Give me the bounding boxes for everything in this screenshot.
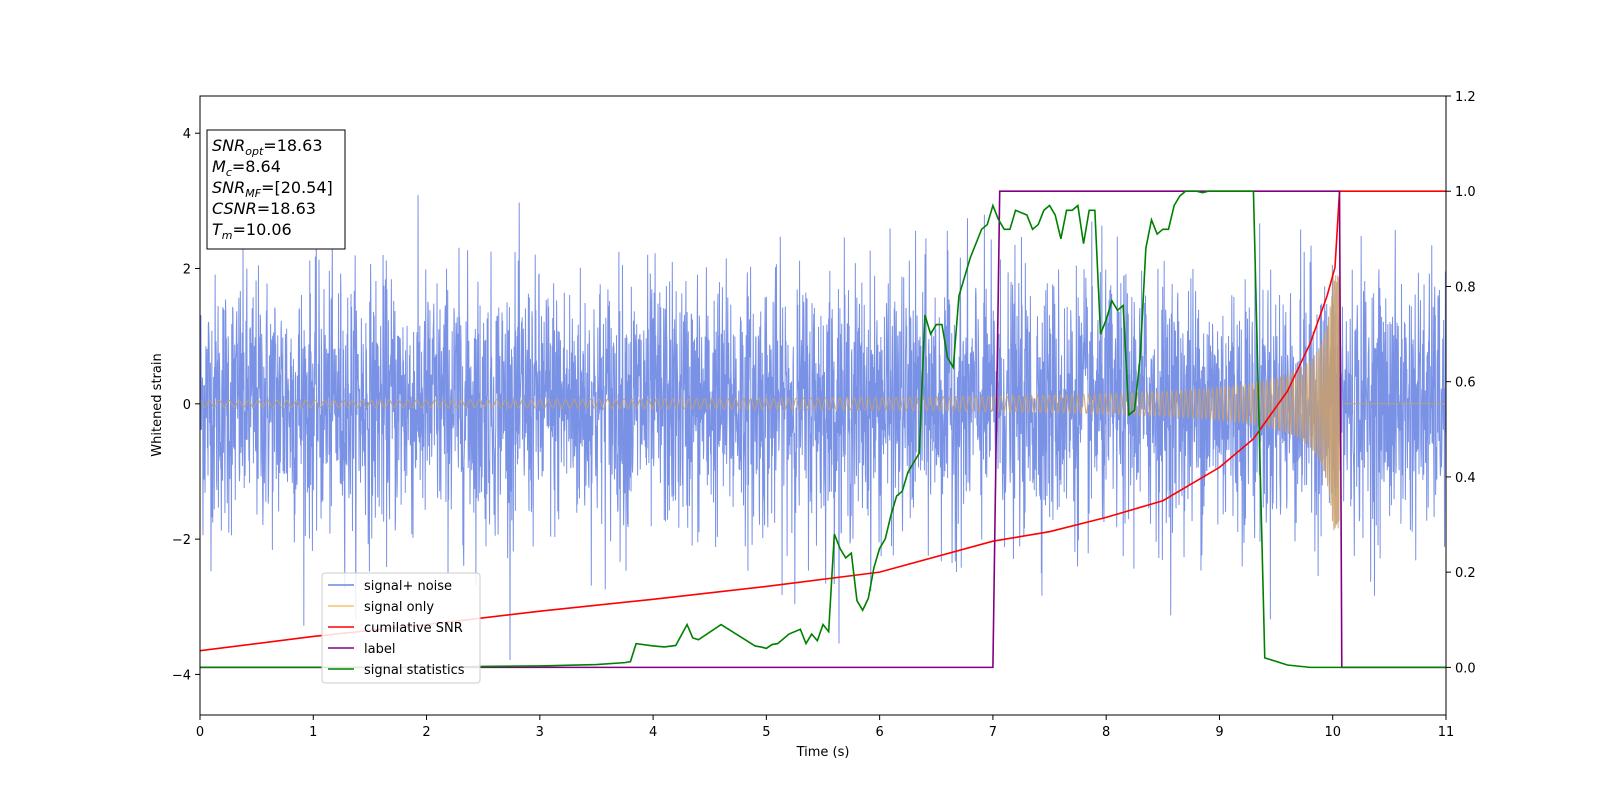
info-line: SNRMF=[20.54] xyxy=(212,178,333,200)
info-line-value: =18.63 xyxy=(263,136,322,155)
legend-entry: signal statistics xyxy=(364,663,465,678)
y2-tick-label: 0.0 xyxy=(1455,661,1476,676)
y-tick-label: −2 xyxy=(172,533,191,548)
series-signal-only xyxy=(200,275,1446,531)
x-tick-label: 9 xyxy=(1215,725,1223,740)
info-box-frame xyxy=(206,129,346,250)
x-tick-label: 1 xyxy=(309,725,317,740)
info-line-subscript: MF xyxy=(245,187,261,200)
info-box: SNRopt=18.63Mc=8.64SNRMF=[20.54]CSNR=18.… xyxy=(206,129,346,250)
info-line-subscript: c xyxy=(226,166,232,179)
x-tick-label: 3 xyxy=(536,725,544,740)
x-tick-label: 11 xyxy=(1438,725,1455,740)
info-line-value: =18.63 xyxy=(257,199,316,218)
x-tick-label: 0 xyxy=(196,725,204,740)
plot-frame xyxy=(199,95,1447,716)
info-line-symbol: CSNR xyxy=(212,199,257,218)
info-line-symbol: M xyxy=(212,157,226,176)
y2-tick-label: 0.6 xyxy=(1455,376,1476,391)
x-tick-label: 2 xyxy=(422,725,430,740)
y-axis-title: Whitened strain xyxy=(150,353,165,456)
x-tick-label: 7 xyxy=(989,725,997,740)
x-tick-label: 6 xyxy=(875,725,883,740)
info-line-symbol: T xyxy=(212,220,223,239)
info-line-symbol: SNR xyxy=(212,178,245,197)
legend-entry: signal+ noise xyxy=(364,579,452,594)
x-tick-label: 8 xyxy=(1102,725,1110,740)
y2-tick-label: 1.2 xyxy=(1455,90,1476,105)
y-tick-label: −4 xyxy=(172,668,191,683)
info-line: SNRopt=18.63 xyxy=(212,136,323,158)
y2-tick-label: 0.2 xyxy=(1455,566,1476,581)
info-line: CSNR=18.63 xyxy=(212,199,316,218)
info-line-subscript: m xyxy=(222,229,233,242)
info-line-value: =10.06 xyxy=(233,220,292,239)
legend-entry: signal only xyxy=(364,600,434,615)
info-line-value: =8.64 xyxy=(232,157,281,176)
series-layer xyxy=(200,190,1446,669)
info-line: Mc=8.64 xyxy=(212,157,281,179)
legend-entry: label xyxy=(364,642,395,657)
legend-entry: cumilative SNR xyxy=(364,621,463,636)
legend: signal+ noise signal only cumilative SNR la… xyxy=(321,572,481,684)
info-line-value: =[20.54] xyxy=(261,178,333,197)
info-line-subscript: opt xyxy=(245,145,264,158)
x-tick-label: 5 xyxy=(762,725,770,740)
x-tick-label: 10 xyxy=(1324,725,1341,740)
y2-tick-label: 0.8 xyxy=(1455,280,1476,295)
legend-frame xyxy=(321,572,481,684)
y2-tick-label: 0.4 xyxy=(1455,471,1476,486)
series-signal-statistics xyxy=(200,190,1446,669)
y2-tick-label: 1.0 xyxy=(1455,185,1476,200)
info-line: Tm=10.06 xyxy=(212,220,292,242)
y-tick-label: 0 xyxy=(183,398,191,413)
x-axis-title: Time (s) xyxy=(796,745,850,760)
y-tick-label: 4 xyxy=(183,127,191,142)
axes-layer: 0 1 2 3 4 5 6 7 8 9 10 11 −4 −2 0 2 4 0.0 0.2 0.4 0.6 0.8 1.0 1… xyxy=(172,90,1476,740)
x-tick-label: 4 xyxy=(649,725,657,740)
series-cumilative-snr xyxy=(200,190,1446,652)
info-line-symbol: SNR xyxy=(212,136,245,155)
y-tick-label: 2 xyxy=(183,263,191,278)
